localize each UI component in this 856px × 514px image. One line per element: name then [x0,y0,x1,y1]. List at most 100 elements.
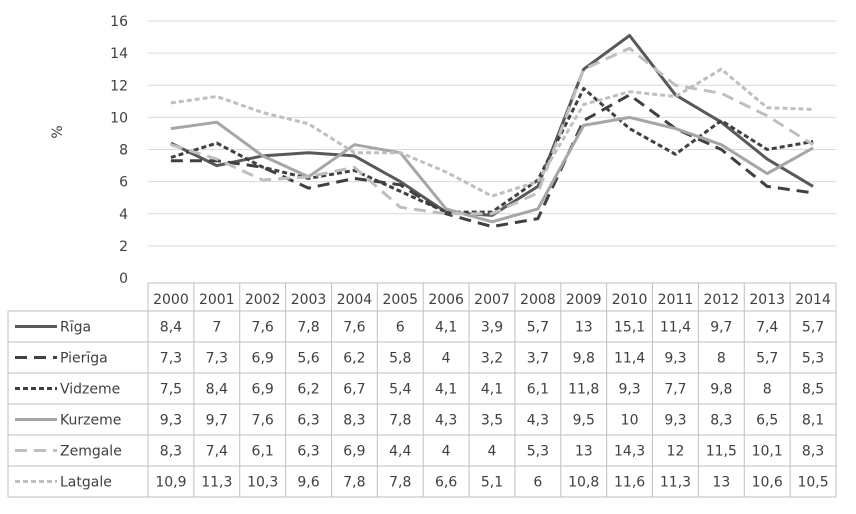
data-point [353,144,355,146]
legend-label: Pierīga [60,351,108,367]
data-point [674,153,676,155]
data-point [353,152,355,154]
data-point [720,148,722,150]
table-cell-value: 3,2 [481,351,503,367]
table-cell-value: 9,3 [664,351,686,367]
table-cell-value: 6 [396,320,405,336]
table-cell-value: 8,3 [343,413,365,429]
table-cell-value: 8,4 [160,320,182,336]
table-cell-value: 7,5 [160,382,182,398]
data-point [307,123,309,125]
table-cell-value: 10,3 [247,475,278,491]
table-cell-value: 6,3 [297,444,319,460]
table-cell-value: 5,3 [802,351,824,367]
table-cell-value: 8,4 [206,382,228,398]
data-point [445,213,447,215]
table-cell-value: 7 [212,320,221,336]
table-cell-value: 6,1 [527,382,549,398]
table-cell-value: 11,3 [201,475,232,491]
table-cell-value: 7,6 [343,320,365,336]
data-point [583,124,585,126]
data-point [628,94,630,96]
table-cell-value: 5,1 [481,475,503,491]
table-cell-value: 9,3 [160,413,182,429]
table-cell-value: 3,9 [481,320,503,336]
data-point [674,127,676,129]
data-point [537,192,539,194]
table-cell-value: 6,9 [252,351,274,367]
table-cell-value: 9,7 [710,320,732,336]
table-cell-value: 6,3 [297,413,319,429]
table-cell-value: 5,4 [389,382,411,398]
table-cell-value: 11,6 [614,475,645,491]
table-cell-value: 10,8 [568,475,599,491]
data-point [766,148,768,150]
y-tick-label: 14 [110,46,128,62]
data-point [353,166,355,168]
data-point [537,208,539,210]
table-cell-value: 13 [575,444,593,460]
table-cell-value: 8,3 [802,444,824,460]
data-point [216,164,218,166]
table-cell-value: 7,3 [160,351,182,367]
table-cell-value: 9,7 [206,413,228,429]
table-cell-value: 4,3 [527,413,549,429]
data-point [445,208,447,210]
table-cell-value: 4 [442,444,451,460]
data-point [628,127,630,129]
series-line-5 [170,67,814,198]
x-category-label: 2009 [566,292,602,308]
table-cell-value: 3,5 [481,413,503,429]
series-line-1 [170,93,814,229]
y-axis-label: % [50,125,66,138]
x-category-label: 2000 [153,292,189,308]
data-point [262,155,264,157]
data-point [399,180,401,182]
y-tick-label: 2 [119,239,128,255]
data-point [812,140,814,142]
data-point [812,185,814,187]
gridlines [148,20,836,247]
table-cell-value: 9,8 [573,351,595,367]
legend-label: Zemgale [60,444,122,460]
x-category-label: 2002 [245,292,281,308]
data-point [170,156,172,158]
x-category-label: 2004 [337,292,373,308]
data-point [307,187,309,189]
table-cell-value: 7,8 [343,475,365,491]
legend-label: Latgale [60,475,112,491]
table-cell-value: 6,9 [252,382,274,398]
table-cell-value: 8 [763,382,772,398]
data-point [812,144,814,146]
table-cell-value: 6 [533,475,542,491]
data-point [491,213,493,215]
table-cell-value: 4,3 [435,413,457,429]
data-point [216,142,218,144]
legend-label: Rīga [60,320,91,336]
data-point [583,103,585,105]
data-point [170,127,172,129]
table-cell-value: 6,2 [297,382,319,398]
series-line-3 [170,115,814,224]
data-point [262,166,264,168]
series-line-4 [170,46,814,216]
data-point [399,184,401,186]
table-cell-value: 11,4 [614,351,645,367]
x-category-label: 2011 [658,292,694,308]
data-point [720,144,722,146]
table-cell-value: 7,4 [206,444,228,460]
table-cell-value: 10 [621,413,639,429]
table-cell-value: 5,7 [802,320,824,336]
data-point [812,147,814,149]
y-tick-label: 6 [119,175,128,191]
table-cell-value: 5,6 [297,351,319,367]
data-point [674,95,676,97]
x-category-label: 2001 [199,292,235,308]
x-category-label: 2014 [795,292,831,308]
table-cell-value: 7,6 [252,413,274,429]
data-point [399,190,401,192]
data-point [445,171,447,173]
table-cell-value: 10,5 [797,475,828,491]
table-cell-value: 6,7 [343,382,365,398]
